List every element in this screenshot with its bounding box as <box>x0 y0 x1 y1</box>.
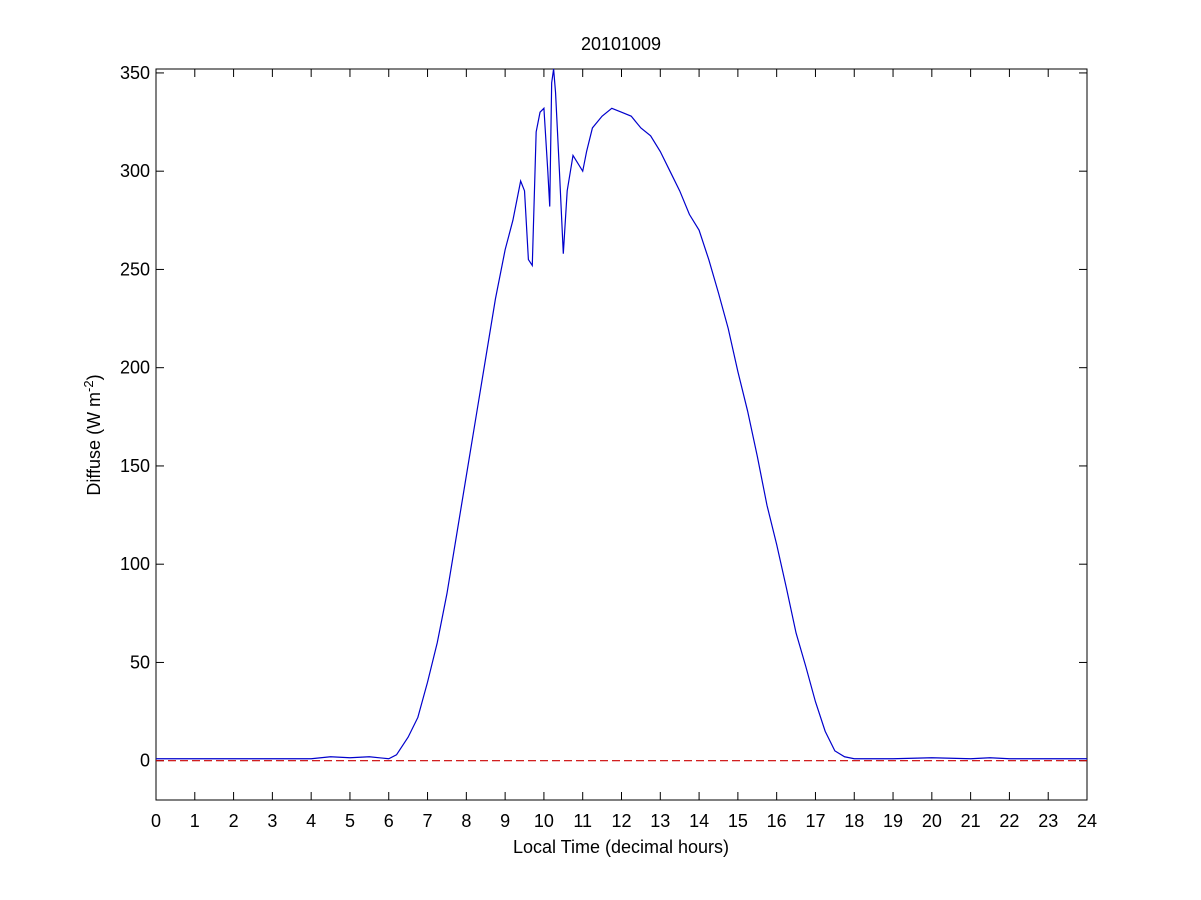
x-tick-label: 21 <box>961 811 981 831</box>
x-tick-label: 22 <box>999 811 1019 831</box>
x-tick-label: 1 <box>190 811 200 831</box>
y-tick-label: 200 <box>120 358 150 378</box>
x-tick-label: 9 <box>500 811 510 831</box>
x-tick-label: 18 <box>844 811 864 831</box>
x-tick-label: 2 <box>229 811 239 831</box>
x-tick-label: 4 <box>306 811 316 831</box>
y-tick-label: 350 <box>120 63 150 83</box>
y-label-text: Diffuse (W m <box>84 392 104 496</box>
x-tick-label: 12 <box>611 811 631 831</box>
x-tick-label: 7 <box>423 811 433 831</box>
x-tick-label: 14 <box>689 811 709 831</box>
y-tick-label: 150 <box>120 456 150 476</box>
chart-title: 20101009 <box>581 34 661 54</box>
y-label-suffix: ) <box>84 374 104 380</box>
x-tick-label: 3 <box>267 811 277 831</box>
y-tick-label: 50 <box>130 652 150 672</box>
y-tick-label: 0 <box>140 751 150 771</box>
data-line <box>156 68 1087 760</box>
x-tick-label: 6 <box>384 811 394 831</box>
x-tick-label: 19 <box>883 811 903 831</box>
x-tick-label: 15 <box>728 811 748 831</box>
x-tick-label: 13 <box>650 811 670 831</box>
x-tick-label: 11 <box>573 811 592 831</box>
x-tick-label: 24 <box>1077 811 1097 831</box>
x-tick-label: 10 <box>534 811 554 831</box>
x-axis-label: Local Time (decimal hours) <box>513 837 729 857</box>
x-tick-label: 5 <box>345 811 355 831</box>
x-tick-label: 0 <box>151 811 161 831</box>
x-tick-label: 23 <box>1038 811 1058 831</box>
x-tick-label: 8 <box>461 811 471 831</box>
x-tick-label: 17 <box>805 811 825 831</box>
x-tick-label: 20 <box>922 811 942 831</box>
y-label-superscript: -2 <box>81 380 96 392</box>
y-tick-label: 300 <box>120 161 150 181</box>
plot-area <box>155 68 1088 801</box>
y-tick-label: 100 <box>120 554 150 574</box>
y-axis-label: Diffuse (W m-2) <box>81 374 104 495</box>
x-tick-label: 16 <box>767 811 787 831</box>
y-tick-label: 250 <box>120 259 150 279</box>
